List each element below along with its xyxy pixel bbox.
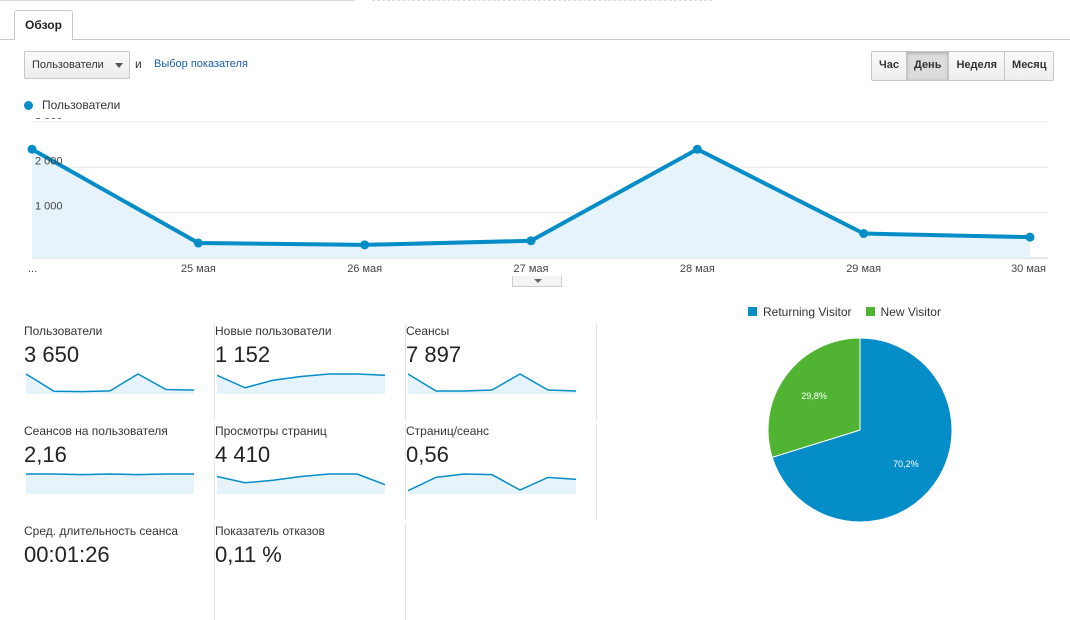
metric-tile[interactable]: Сеансов на пользователя 2,16	[24, 424, 215, 520]
users-line-chart: 1 000 2 000 3 000... 25 мая 26 мая 27 мая 28 м…	[27, 118, 1048, 275]
data-point[interactable]	[859, 229, 869, 239]
period-day-button[interactable]: День	[905, 52, 949, 80]
metric-value: 7 897	[406, 342, 462, 367]
sparkline-line	[408, 473, 576, 492]
metric-select[interactable]: Пользователи	[24, 51, 130, 79]
y-tick-label: 3 000	[35, 118, 63, 122]
metric-value: 0,56	[406, 442, 449, 467]
pie-legend: Returning Visitor New Visitor	[748, 305, 941, 319]
sparkline-area	[217, 474, 385, 494]
period-week-button[interactable]: Неделя	[948, 52, 1005, 80]
x-tick-label: 26 мая	[347, 263, 382, 275]
legend-swatch-icon	[748, 307, 757, 316]
period-month-button[interactable]: Месяц	[1004, 52, 1054, 80]
metric-label: Сеансы	[406, 324, 450, 338]
metric-label: Просмотры страниц	[215, 424, 327, 438]
metric-value: 2,16	[24, 442, 67, 467]
pie-slice[interactable]	[771, 337, 953, 523]
metric-sparkline	[408, 473, 576, 494]
x-tick-label: ...	[28, 263, 37, 275]
tab-overview[interactable]: Обзор	[14, 10, 73, 41]
metric-value: 00:01:26	[24, 542, 110, 567]
chart-collapse-handle[interactable]	[512, 276, 562, 287]
and-label: и	[135, 57, 142, 71]
visitor-pie-chart: 70,2% 29,8%	[767, 337, 953, 523]
sparkline-area	[408, 474, 576, 494]
legend-label: Пользователи	[42, 98, 121, 112]
metric-value: 1 152	[215, 342, 271, 367]
metric-select-label: Пользователи	[32, 59, 104, 71]
metric-sparkline	[217, 373, 385, 394]
y-tick-label: 2 000	[35, 155, 63, 167]
data-point[interactable]	[193, 238, 203, 248]
x-tick-label: 28 мая	[680, 263, 715, 275]
sparkline-line	[217, 473, 385, 486]
data-point[interactable]	[526, 236, 536, 246]
data-point[interactable]	[360, 240, 370, 250]
metric-sparkline	[217, 473, 385, 494]
pie-slice-label: 70,2%	[893, 459, 919, 469]
metric-label: Сеансов на пользователя	[24, 424, 168, 438]
metric-label: Пользователи	[24, 324, 103, 338]
metric-label: Страниц/сеанс	[406, 424, 490, 438]
chart-legend: Пользователи	[24, 98, 120, 112]
pie-slice[interactable]	[767, 337, 861, 458]
sparkline-area	[408, 374, 576, 394]
sparkline-line	[408, 373, 576, 392]
chevron-down-icon	[115, 63, 123, 68]
metric-tile[interactable]: Страниц/сеанс 0,56	[406, 424, 597, 520]
series-area	[32, 149, 1030, 258]
sparkline-line	[26, 473, 194, 476]
metric-tile[interactable]: Новые пользователи 1 152	[215, 324, 406, 420]
sparkline-area	[26, 474, 194, 494]
metric-label: Показатель отказов	[215, 524, 325, 538]
y-tick-label: 1 000	[35, 201, 63, 213]
metric-sparkline	[26, 373, 194, 394]
metric-label: Сред. длительность сеанса	[24, 524, 179, 538]
legend-swatch-icon	[865, 307, 875, 316]
sparkline-line	[26, 373, 194, 393]
metric-tile[interactable]: Просмотры страниц 4 410	[215, 424, 406, 520]
period-switcher: Час День Неделя Месяц	[871, 51, 1055, 81]
data-point[interactable]	[1025, 232, 1035, 242]
x-tick-label: 30 мая	[1011, 263, 1046, 275]
metric-tile[interactable]: Сеансы 7 897	[406, 324, 597, 420]
legend-dot-icon	[24, 101, 33, 110]
metric-tile[interactable]: Пользователи 3 650	[24, 324, 215, 420]
x-tick-label: 25 мая	[181, 263, 216, 275]
metric-tile[interactable]: Сред. длительность сеанса 00:01:26	[24, 524, 215, 620]
metric-value: 0,11 %	[215, 542, 282, 567]
period-hour-button[interactable]: Час	[872, 52, 906, 80]
metric-sparkline	[408, 373, 576, 394]
metric-label: Новые пользователи	[215, 324, 332, 338]
tab-bar-divider	[0, 39, 1070, 40]
metric-sparkline	[26, 473, 194, 494]
pie-slice-label: 29,8%	[801, 391, 827, 401]
sparkline-area	[217, 374, 385, 394]
series-line	[31, 147, 1031, 247]
metric-value: 4 410	[215, 442, 271, 467]
data-point[interactable]	[692, 144, 702, 154]
sparkline-line	[217, 373, 385, 389]
metric-value: 3 650	[24, 342, 80, 367]
metric-tile[interactable]: Показатель отказов 0,11 %	[215, 524, 406, 620]
x-tick-label: 29 мая	[846, 263, 881, 275]
top-border	[0, 0, 1070, 1]
x-tick-label: 27 мая	[514, 263, 549, 275]
sparkline-area	[26, 374, 194, 394]
data-point[interactable]	[27, 144, 37, 154]
select-metric-link[interactable]: Выбор показателя	[154, 58, 248, 70]
legend-returning-visitor[interactable]: Returning Visitor	[748, 305, 852, 319]
legend-new-visitor[interactable]: New Visitor	[865, 305, 941, 319]
